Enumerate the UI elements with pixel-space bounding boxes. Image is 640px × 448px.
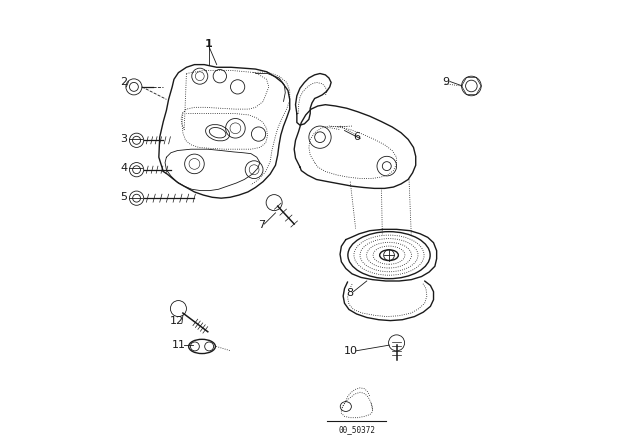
Text: 00_50372: 00_50372 <box>338 425 375 434</box>
Text: 10: 10 <box>344 346 358 356</box>
Text: 1: 1 <box>205 39 212 49</box>
Text: 9: 9 <box>442 77 449 86</box>
Text: 3: 3 <box>120 134 127 144</box>
Text: 5: 5 <box>120 192 127 202</box>
Text: 7: 7 <box>258 220 265 230</box>
Text: 4: 4 <box>120 164 127 173</box>
Text: 2: 2 <box>120 77 127 86</box>
Text: 12: 12 <box>170 316 184 326</box>
Text: 8: 8 <box>347 288 354 298</box>
Text: 11: 11 <box>172 340 186 350</box>
Text: 6: 6 <box>353 132 360 142</box>
